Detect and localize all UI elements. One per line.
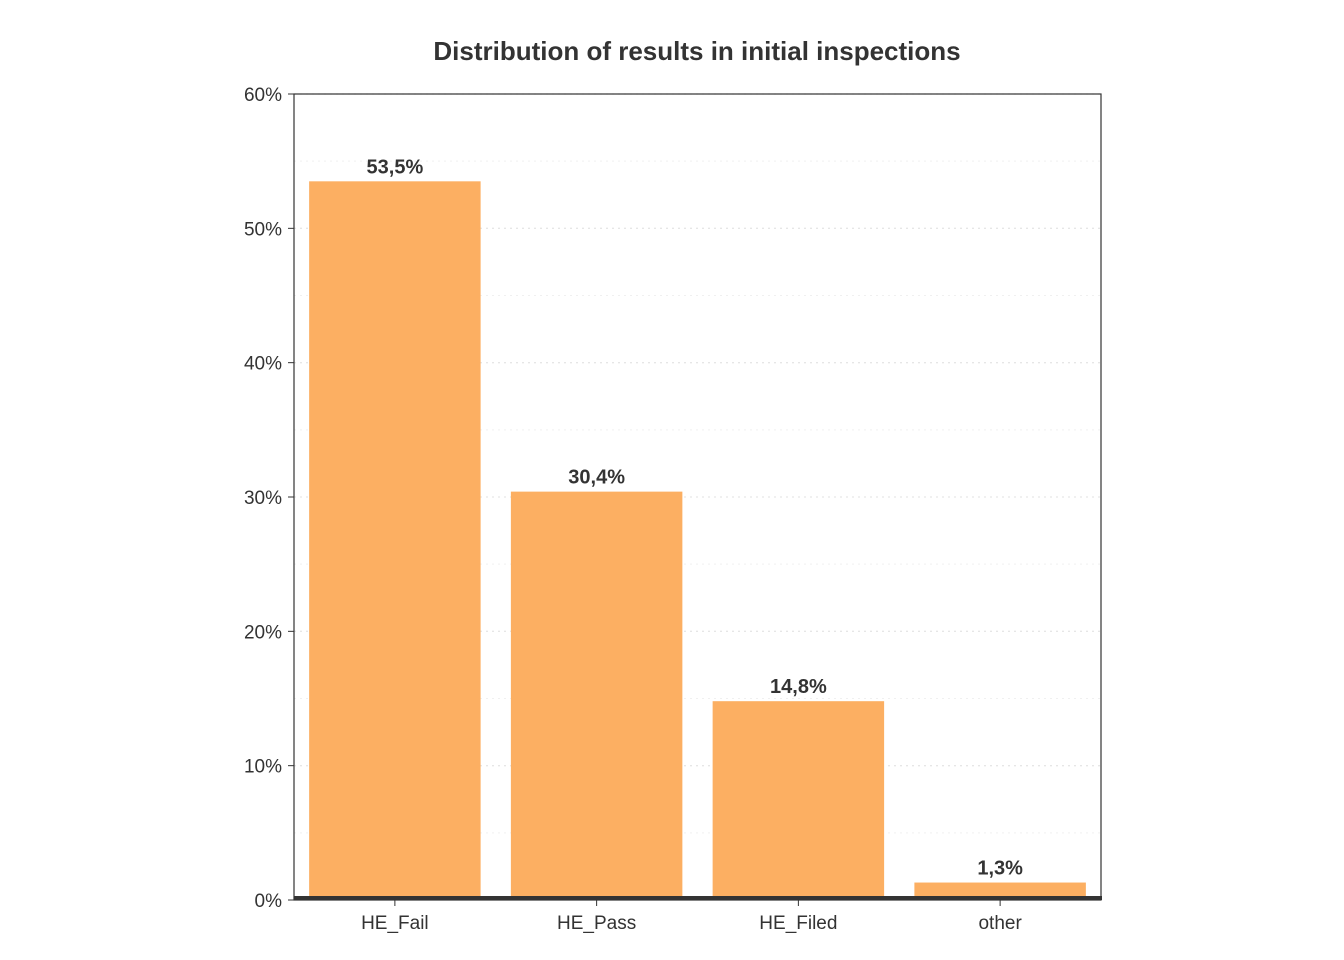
bar-other (914, 882, 1086, 900)
bar-he-fail (309, 181, 481, 901)
bar-he-filed (712, 701, 885, 900)
y-axis: 0% 10% 20% 30% 40% 50% 60% (244, 85, 294, 912)
y-tick-label: 30% (244, 488, 282, 509)
y-tick-label: 50% (244, 219, 282, 240)
value-label: 30,4% (568, 467, 625, 489)
value-label: 1,3% (977, 858, 1023, 880)
x-tick-label: HE_Fail (361, 913, 429, 934)
y-tick-label: 60% (244, 85, 282, 106)
bar-he-pass (510, 491, 683, 900)
y-tick-label: 20% (244, 622, 282, 643)
x-axis: HE_Fail HE_Pass HE_Filed other (361, 900, 1022, 934)
x-tick-label: HE_Pass (557, 913, 636, 934)
chart-title: Distribution of results in initial inspe… (433, 36, 960, 66)
y-tick-label: 0% (255, 891, 283, 912)
value-label: 14,8% (770, 676, 827, 698)
x-tick-label: other (978, 913, 1022, 934)
x-tick-label: HE_Filed (759, 913, 837, 934)
y-tick-label: 40% (244, 354, 282, 375)
value-label: 53,5% (367, 156, 424, 178)
value-labels: 53,5% 30,4% 14,8% 1,3% (367, 156, 1024, 879)
y-tick-label: 10% (244, 757, 282, 778)
gridlines (294, 93, 1101, 834)
bars (309, 181, 1086, 901)
